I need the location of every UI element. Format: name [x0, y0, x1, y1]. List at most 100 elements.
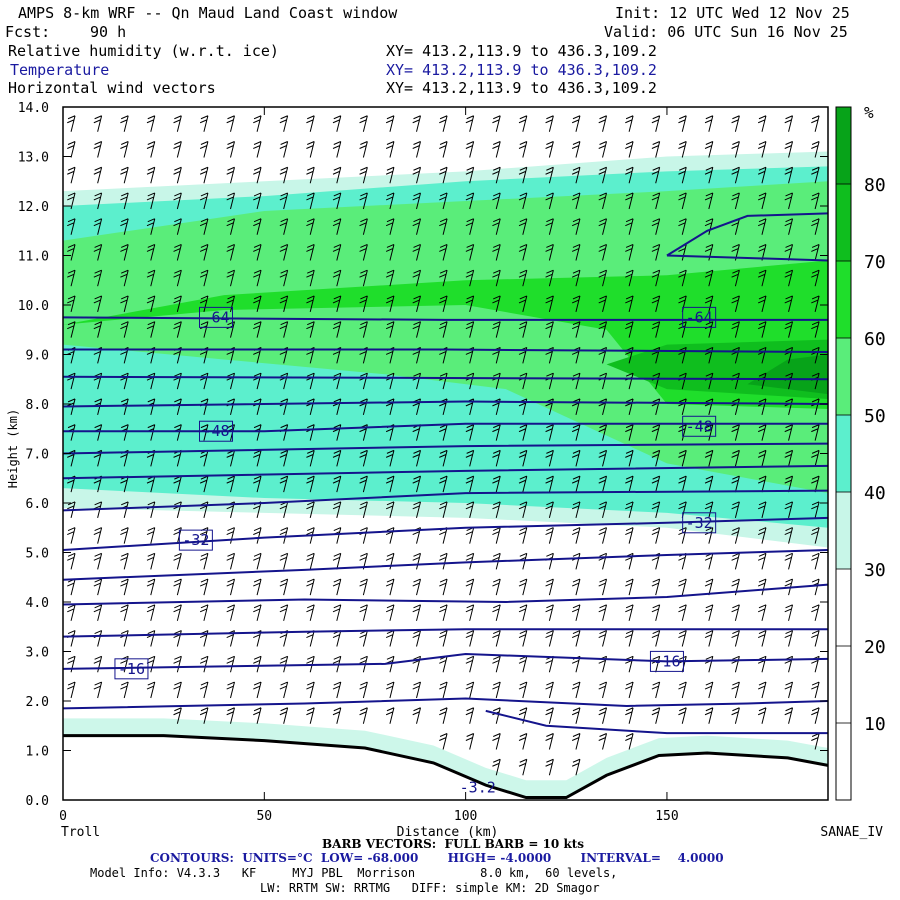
wind-barb: [784, 604, 794, 621]
y-tick-label: 13.0: [18, 151, 49, 166]
wind-barb: [598, 269, 608, 287]
wind-barb: [253, 115, 262, 132]
wind-barb: [412, 218, 421, 235]
wind-barb: [811, 321, 820, 338]
wind-barb: [704, 218, 714, 235]
wind-barb: [67, 604, 76, 621]
contour-label: -32: [182, 531, 209, 549]
wind-barb: [704, 115, 714, 132]
contour-label: -64: [202, 308, 229, 326]
wind-barb: [332, 295, 342, 313]
wind-barb: [731, 192, 740, 210]
wind-barb: [651, 269, 661, 287]
wind-barb: [731, 115, 740, 132]
wind-barb: [545, 733, 554, 750]
wind-barb: [412, 243, 421, 261]
wind-barb: [757, 681, 767, 699]
wind-barb: [545, 141, 554, 158]
wind-barb: [731, 141, 740, 158]
wind-barb: [811, 630, 820, 647]
wind-barb: [704, 578, 714, 596]
wind-barb: [811, 604, 820, 621]
wind-barb: [757, 424, 767, 441]
wind-barb: [385, 166, 395, 184]
wind-barb: [385, 681, 395, 699]
wind-barb: [625, 141, 634, 158]
wind-barb: [492, 527, 501, 544]
wind-barb: [306, 166, 315, 184]
wind-barb: [678, 604, 687, 621]
wind-barb: [678, 630, 687, 647]
wind-barb: [332, 681, 342, 699]
wind-barb: [439, 733, 448, 750]
wind-barb: [651, 630, 661, 647]
wind-barb: [545, 758, 554, 776]
wind-barb: [439, 604, 448, 621]
colorbar-label: 40: [864, 483, 886, 504]
wind-barb: [518, 192, 528, 210]
wind-barb: [651, 192, 661, 210]
wind-barb: [465, 655, 475, 673]
wind-barb: [784, 527, 794, 544]
wind-barb: [518, 630, 528, 647]
wind-barb: [93, 141, 103, 158]
wind-barb: [93, 295, 103, 313]
wind-barb: [279, 475, 289, 493]
wind-barb: [545, 243, 554, 261]
physics-info: LW: RRTM SW: RRTMG DIFF: simple KM: 2D S…: [260, 881, 600, 895]
wind-barb: [253, 707, 262, 724]
wind-barb: [359, 243, 368, 261]
wind-barb: [173, 681, 182, 699]
wind-barb: [359, 166, 368, 184]
wind-barb: [173, 269, 182, 287]
wind-barb: [385, 578, 395, 596]
wind-barb: [598, 424, 608, 441]
contour-label: -48: [686, 417, 713, 435]
wind-barb: [545, 424, 554, 441]
wind-barb: [412, 578, 421, 596]
wind-barb: [678, 192, 687, 210]
y-tick-label: 11.0: [18, 250, 49, 265]
wind-barb: [545, 681, 554, 699]
wind-barb: [492, 243, 501, 261]
wind-barb: [146, 321, 156, 338]
wind-barb: [465, 630, 475, 647]
wind-barb: [811, 527, 820, 544]
wind-barb: [492, 630, 501, 647]
wind-barb: [306, 552, 315, 570]
wind-barb: [545, 321, 554, 338]
right-endpoint-label: SANAE_IV: [820, 825, 883, 840]
field-xy-rh: XY= 413.2,113.9 to 436.3,109.2: [386, 42, 657, 60]
wind-barb: [518, 218, 528, 235]
wind-barb: [625, 733, 634, 750]
wind-barb: [598, 733, 608, 750]
temperature-contour: [63, 583, 828, 606]
wind-barb: [253, 166, 262, 184]
rh-region-50: [63, 181, 828, 494]
wind-barb: [571, 243, 581, 261]
wind-barb: [412, 449, 421, 467]
wind-barb: [67, 527, 76, 544]
wind-barb: [571, 295, 581, 313]
wind-barb: [731, 604, 740, 621]
y-tick-label: 1.0: [26, 745, 49, 760]
wind-barb: [731, 681, 740, 699]
wind-barb: [625, 578, 634, 596]
wind-barb: [146, 681, 156, 699]
wind-barb: [146, 604, 156, 621]
wind-barb: [67, 269, 76, 287]
terrain-outline: [63, 734, 829, 800]
wind-barb: [757, 501, 767, 518]
wind-barb: [199, 578, 209, 596]
wind-barb: [385, 269, 395, 287]
wind-barb: [651, 449, 661, 467]
wind-barb: [625, 295, 634, 313]
wind-barb: [704, 449, 714, 467]
wind-barb: [306, 295, 315, 313]
contour-label: -64: [686, 308, 713, 326]
wind-barb: [545, 604, 554, 621]
wind-barb: [465, 707, 475, 724]
wind-barb: [439, 141, 448, 158]
wind-barb: [226, 681, 235, 699]
wind-barb: [571, 115, 581, 132]
